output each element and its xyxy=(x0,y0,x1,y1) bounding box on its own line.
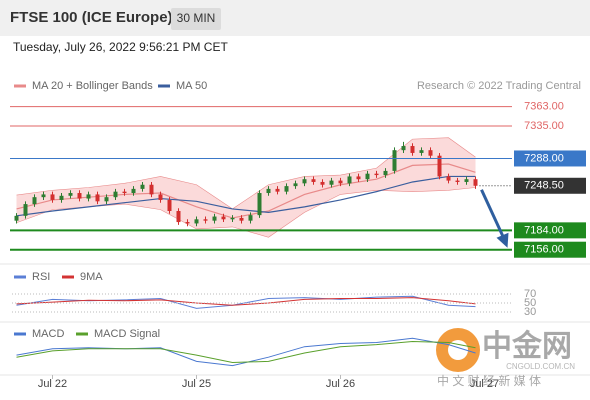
candle-body xyxy=(437,155,442,177)
level-label: 7184.00 xyxy=(524,224,564,236)
candle-body xyxy=(338,180,343,184)
level-label-box xyxy=(514,241,586,258)
candle-body xyxy=(410,146,415,153)
candle-body xyxy=(329,180,334,185)
candle-body xyxy=(356,176,361,180)
candle-body xyxy=(149,184,154,195)
candle-body xyxy=(203,219,208,221)
candle-body xyxy=(365,173,370,180)
candle-body xyxy=(14,215,19,221)
candle-body xyxy=(293,183,298,187)
moving-average xyxy=(16,175,476,217)
watermark-brand: 中金网 xyxy=(482,329,572,363)
candle-body xyxy=(113,191,118,198)
forecast-arrow xyxy=(480,189,506,241)
y-tick-label: 70 xyxy=(524,288,536,300)
candle-body xyxy=(248,215,253,221)
x-tick-label: Jul 27 xyxy=(470,378,499,390)
forecast-arrowhead xyxy=(496,232,509,248)
candle-body xyxy=(59,195,64,200)
candle-body xyxy=(95,194,100,202)
timeframe[interactable]: 30 MIN xyxy=(177,11,216,25)
indicator-line xyxy=(16,297,476,306)
candle-body xyxy=(104,197,109,202)
candle-body xyxy=(383,170,388,176)
level-label-box xyxy=(514,222,586,239)
candle-body xyxy=(50,194,55,200)
candle-body xyxy=(77,193,82,199)
candle-body xyxy=(464,179,469,182)
candle-body xyxy=(275,188,280,192)
legend-label: MACD xyxy=(32,328,64,340)
credit: Research © 2022 Trading Central xyxy=(417,80,581,92)
candle-body xyxy=(401,146,406,151)
timeframe-badge[interactable] xyxy=(171,8,221,30)
candle-body xyxy=(140,184,145,189)
candle-body xyxy=(230,217,235,220)
candle-body xyxy=(167,199,172,211)
candle-body xyxy=(23,204,28,216)
candle-body xyxy=(374,173,379,176)
candle-body xyxy=(239,217,244,221)
candle-body xyxy=(284,186,289,192)
watermark-tagline: 中 文 财 经 新 媒 体 xyxy=(437,373,541,388)
candle-body xyxy=(311,179,316,182)
candle-body xyxy=(41,194,46,198)
candle-body xyxy=(392,150,397,171)
candle-body xyxy=(86,194,91,199)
candle-body xyxy=(194,219,199,224)
candle-body xyxy=(176,211,181,223)
candle-body xyxy=(455,180,460,182)
candle-body xyxy=(68,193,73,196)
candle-body xyxy=(158,194,163,200)
level-label: 7156.00 xyxy=(524,244,564,256)
level-label: 7335.00 xyxy=(524,120,564,132)
timestamp: Tuesday, July 26, 2022 9:56:21 PM CET xyxy=(13,40,228,54)
legend-label: MACD Signal xyxy=(94,328,160,340)
legend-label: MA 50 xyxy=(176,80,207,92)
candle-body xyxy=(185,222,190,224)
indicator-line xyxy=(16,337,476,367)
candle-body xyxy=(131,188,136,194)
candle-body xyxy=(419,150,424,153)
x-tick-label: Jul 22 xyxy=(38,378,67,390)
candle-body xyxy=(428,150,433,156)
candle-body xyxy=(221,216,226,220)
legend-label: 9MA xyxy=(80,271,103,283)
candle-body xyxy=(212,216,217,221)
bollinger-band xyxy=(16,137,476,238)
candle-body xyxy=(446,176,451,181)
legend-label: RSI xyxy=(32,271,50,283)
level-label: 7288.00 xyxy=(524,152,564,164)
candle-body xyxy=(347,176,352,184)
candle-body xyxy=(320,181,325,185)
y-tick-label: 50 xyxy=(524,297,536,309)
level-label: 7363.00 xyxy=(524,101,564,113)
candle-body xyxy=(266,188,271,194)
watermark-site: CNGOLD.COM.CN xyxy=(506,362,575,371)
plots xyxy=(14,137,478,367)
level-label-box xyxy=(514,150,586,167)
level-label-box xyxy=(514,177,586,194)
y-tick-label: 30 xyxy=(524,306,536,318)
candle-body xyxy=(257,193,262,216)
x-tick-label: Jul 25 xyxy=(182,378,211,390)
instrument-title: FTSE 100 (ICE Europe) xyxy=(10,9,173,26)
candle-body xyxy=(32,197,37,205)
band-upper xyxy=(16,137,476,210)
candle-body xyxy=(122,191,127,194)
indicator-line xyxy=(16,340,476,363)
candle-body xyxy=(473,179,478,186)
legend-label: MA 20 + Bollinger Bands xyxy=(32,80,153,92)
x-tick-label: Jul 26 xyxy=(326,378,355,390)
level-label: 7248.50 xyxy=(524,180,564,192)
header-bar xyxy=(0,0,590,36)
watermark: 中金网 CNGOLD.COM.CN 中 文 财 经 新 媒 体 xyxy=(436,328,575,388)
candle-body xyxy=(302,179,307,184)
